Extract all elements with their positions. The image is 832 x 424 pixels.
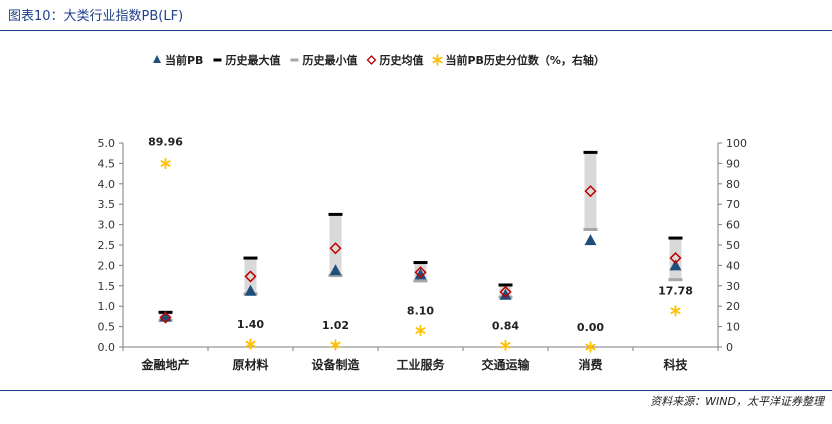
left-tick-label: 1.0 — [98, 300, 116, 313]
left-tick-label: 1.5 — [98, 280, 116, 293]
source-note: 资料来源：WIND，太平洋证券整理 — [650, 395, 824, 408]
left-tick-label: 3.0 — [98, 219, 116, 232]
min-marker — [668, 278, 683, 282]
max-marker — [243, 256, 258, 260]
current-pb-marker — [499, 288, 512, 300]
current-pb-marker — [669, 259, 682, 271]
left-tick-label: 0.5 — [98, 321, 116, 334]
left-tick-label: 0.0 — [98, 341, 116, 354]
legend-marker-current-pb — [153, 55, 161, 63]
average-marker — [159, 311, 172, 324]
right-tick-label: 60 — [726, 219, 740, 232]
max-marker — [498, 283, 513, 287]
percentile-marker — [500, 339, 511, 351]
percentile-marker — [245, 338, 256, 350]
category-label: 金融地产 — [140, 357, 189, 372]
percentile-data-label: 1.02 — [322, 319, 349, 332]
percentile-marker — [330, 339, 341, 351]
percentile-data-label: 0.00 — [577, 321, 604, 334]
max-marker — [328, 212, 343, 216]
right-tick-label: 40 — [726, 259, 740, 272]
percentile-data-label: 1.40 — [237, 318, 264, 331]
right-tick-label: 30 — [726, 280, 740, 293]
average-marker — [584, 185, 597, 198]
min-marker — [328, 274, 343, 278]
category-label: 设备制造 — [311, 357, 360, 372]
right-tick-label: 90 — [726, 157, 740, 170]
left-tick-label: 3.5 — [98, 198, 116, 211]
legend-marker-average — [366, 55, 377, 65]
min-marker — [413, 279, 428, 283]
percentile-data-label: 17.78 — [658, 285, 693, 298]
footer-divider — [0, 390, 832, 391]
current-pb-marker — [244, 284, 257, 296]
range-band — [584, 152, 597, 230]
average-marker — [499, 285, 512, 298]
percentile-marker — [160, 157, 171, 169]
right-tick-label: 20 — [726, 300, 740, 313]
legend-marker-max — [213, 58, 222, 62]
legend-label: 当前PB历史分位数（%，右轴） — [445, 53, 604, 67]
current-pb-marker — [329, 264, 342, 276]
legend-label: 历史最小值 — [302, 53, 357, 67]
percentile-marker — [670, 305, 681, 317]
legend-marker-percentile — [432, 54, 443, 66]
current-pb-marker — [414, 268, 427, 280]
title-divider — [0, 30, 832, 31]
average-marker — [414, 266, 427, 279]
legend-label: 历史均值 — [379, 53, 423, 67]
legend-label: 历史最大值 — [225, 53, 280, 67]
max-marker — [413, 261, 428, 265]
min-marker — [583, 227, 598, 231]
right-tick-label: 10 — [726, 321, 740, 334]
category-label: 科技 — [663, 357, 688, 372]
max-marker — [668, 236, 683, 240]
average-marker — [244, 270, 257, 283]
left-tick-label: 4.5 — [98, 157, 116, 170]
right-tick-label: 70 — [726, 198, 740, 211]
left-tick-label: 2.5 — [98, 239, 116, 252]
right-tick-label: 100 — [726, 137, 747, 150]
percentile-data-label: 8.10 — [407, 304, 434, 317]
current-pb-marker — [584, 234, 597, 246]
right-tick-label: 50 — [726, 239, 740, 252]
chart-title: 图表10：大类行业指数PB(LF) — [8, 9, 184, 24]
range-band — [329, 214, 342, 276]
left-tick-label: 2.0 — [98, 259, 116, 272]
percentile-data-label: 0.84 — [492, 319, 519, 332]
percentile-marker — [585, 341, 596, 353]
average-marker — [329, 242, 342, 255]
percentile-marker — [415, 324, 426, 336]
category-label: 消费 — [578, 357, 602, 372]
category-label: 工业服务 — [396, 357, 445, 372]
percentile-data-label: 89.96 — [148, 135, 183, 148]
average-marker — [669, 251, 682, 265]
left-tick-label: 4.0 — [98, 178, 116, 191]
max-marker — [583, 150, 598, 154]
right-tick-label: 0 — [726, 341, 733, 354]
left-tick-label: 5.0 — [98, 137, 116, 150]
legend-marker-min — [290, 58, 299, 62]
category-label: 交通运输 — [481, 357, 530, 372]
category-label: 原材料 — [232, 357, 268, 372]
legend-label: 当前PB — [165, 53, 203, 67]
range-band — [244, 258, 257, 294]
right-tick-label: 80 — [726, 178, 740, 191]
